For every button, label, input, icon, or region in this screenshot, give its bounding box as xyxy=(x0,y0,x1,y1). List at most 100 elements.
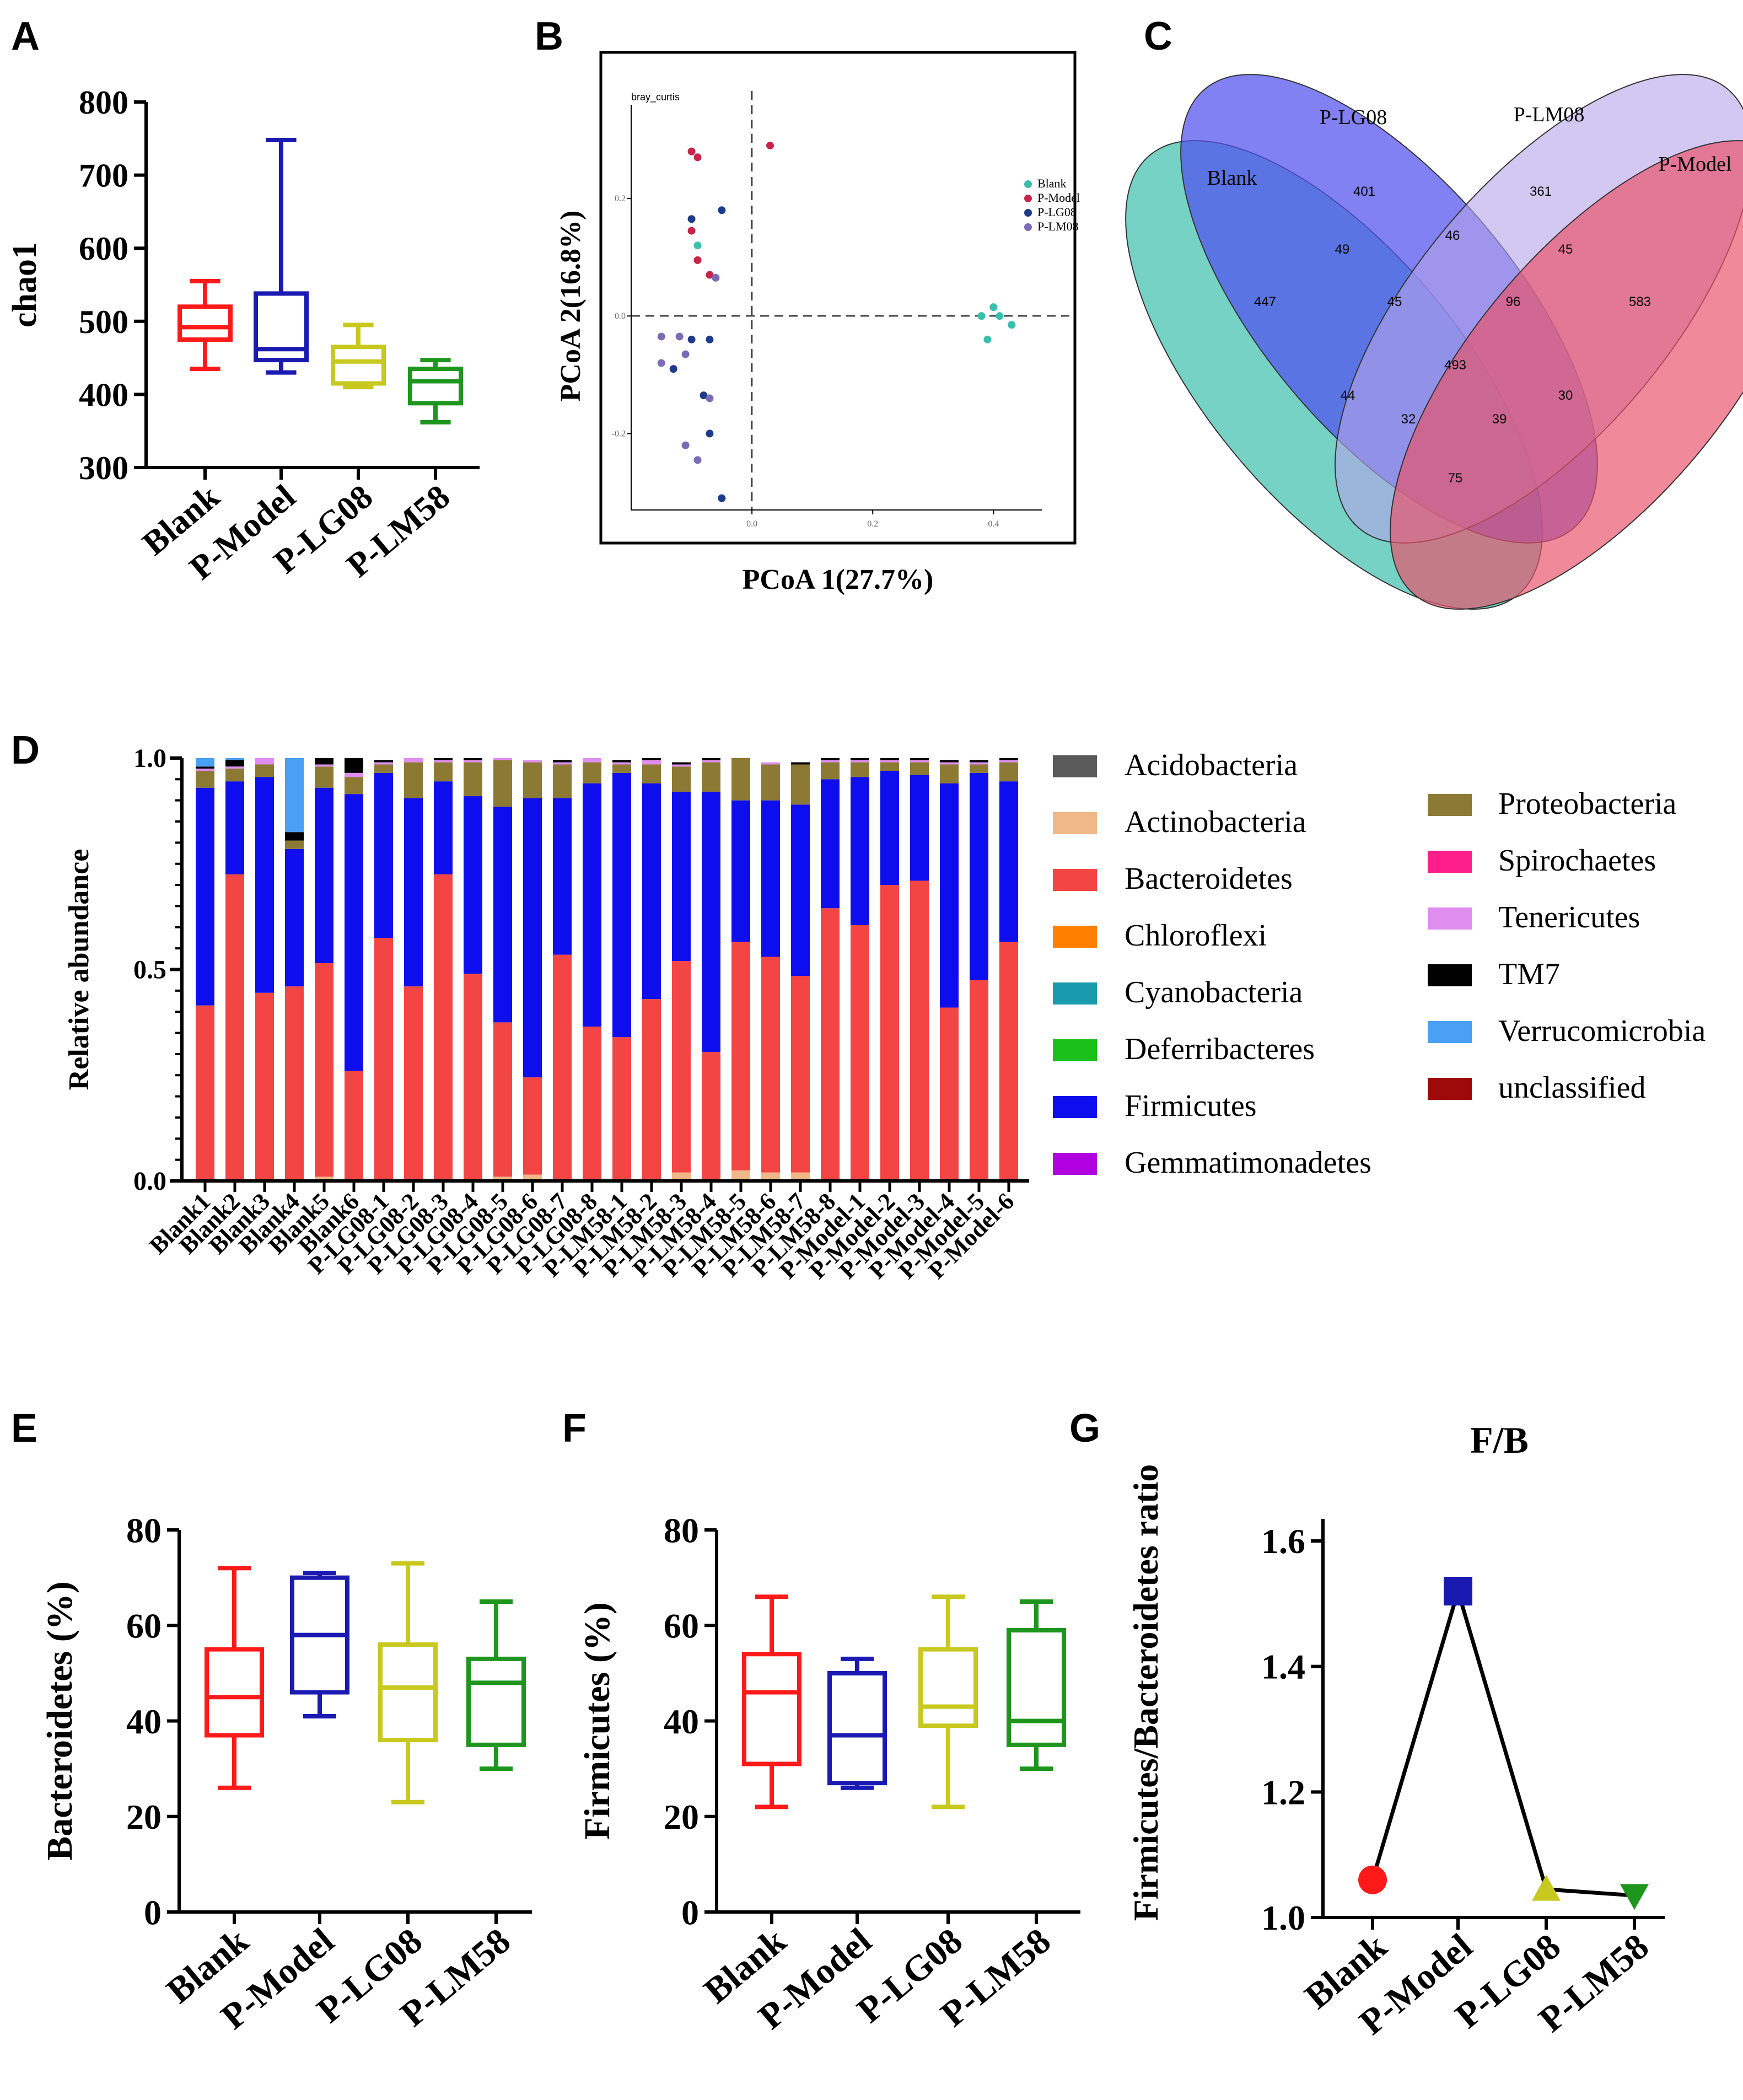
legend-label: P-LM08 xyxy=(1037,219,1079,233)
scatter-point-p-lg08 xyxy=(706,335,714,343)
venn-region-count: 30 xyxy=(1558,388,1573,403)
bar-segment-bacteroidetes xyxy=(702,1052,720,1181)
panel-g-fb-ratio-line: F/B 1.0 1.2 1.4 1.6 Firmicutes/Bacteroidetes … xyxy=(1126,1419,1665,2043)
panel-letter-c: C xyxy=(1144,14,1172,58)
bar-segment-tm7 xyxy=(345,758,363,773)
bar-segment-bacteroidetes xyxy=(374,937,393,1181)
legend-swatch xyxy=(1053,1039,1097,1061)
bar-segment-bacteroidetes xyxy=(196,1005,214,1181)
legend-swatch xyxy=(1053,1096,1097,1118)
y-tick-label: 400 xyxy=(79,377,128,413)
panel-a-chao1-boxplot: 300400500600700800chao1BlankP-ModelP-LG0… xyxy=(6,84,480,587)
y-tick-label: 300 xyxy=(79,450,128,486)
scatter-point-blank xyxy=(983,335,992,343)
legend-label: Actinobacteria xyxy=(1125,805,1306,839)
bar-segment-firmicutes xyxy=(285,848,304,987)
bar-segment-proteobacteria xyxy=(583,762,601,784)
legend-label: Bacteroidetes xyxy=(1125,862,1293,896)
bar-segment-firmicutes xyxy=(702,792,720,1052)
bar-segment-bacteroidetes xyxy=(523,1077,542,1175)
iqr-box xyxy=(177,304,233,342)
marker-triangle-p-lm58 xyxy=(1620,1884,1649,1910)
bar-segment-firmicutes xyxy=(374,772,393,938)
bar-segment-firmicutes xyxy=(970,772,988,980)
scatter-point-p-lg08 xyxy=(718,206,726,214)
bar-segment-tm7 xyxy=(702,758,720,760)
y-tick-label: 500 xyxy=(79,304,128,340)
legend-label: Acidobacteria xyxy=(1125,748,1298,782)
bar-segment-proteobacteria xyxy=(255,764,274,777)
venn-region-count: 39 xyxy=(1492,412,1507,427)
series-line xyxy=(1370,1584,1635,1898)
bar-segment-firmicutes xyxy=(315,787,333,963)
scatter-point-p-model xyxy=(693,256,702,264)
y-tick-label: 700 xyxy=(79,158,128,194)
bar-segment-tm7 xyxy=(821,758,840,760)
bar-segment-proteobacteria xyxy=(880,762,899,771)
y-tick-label: 1.0 xyxy=(133,744,166,773)
iqr-box xyxy=(331,345,386,386)
scatter-point-p-lm08 xyxy=(712,273,720,282)
bar-segment-proteobacteria xyxy=(612,764,631,773)
bar-segment-firmicutes xyxy=(225,781,244,874)
bar-segment-tenericutes xyxy=(999,760,1018,762)
y-tick-label: -0.2 xyxy=(612,429,626,438)
bar-segment-actinobacteria xyxy=(523,1174,542,1181)
bar-segment-firmicutes xyxy=(821,779,840,909)
y-tick-label: 0 xyxy=(681,1893,699,1932)
legend-label: Chloroflexi xyxy=(1125,919,1267,953)
bar-segment-tenericutes xyxy=(493,758,512,760)
scatter-point-p-model xyxy=(687,147,696,155)
bar-segment-firmicutes xyxy=(196,787,214,1006)
legend-swatch xyxy=(1428,1021,1472,1043)
venn-set-label: P-Model xyxy=(1659,153,1732,176)
bar-segment-tenericutes xyxy=(851,760,869,762)
bar-segment-tenericutes xyxy=(434,760,453,762)
bar-segment-proteobacteria xyxy=(851,762,869,777)
bar-segment-tenericutes xyxy=(523,760,542,762)
bar-segment-firmicutes xyxy=(583,783,601,1027)
bar-segment-firmicutes xyxy=(612,772,631,1038)
panel-letter-e: E xyxy=(11,1406,37,1451)
venn-region-count: 96 xyxy=(1506,294,1521,309)
bar-segment-proteobacteria xyxy=(345,777,363,794)
y-tick-label: 1.4 xyxy=(1261,1647,1305,1687)
legend-swatch xyxy=(1053,812,1097,834)
bar-segment-firmicutes xyxy=(553,798,572,955)
box-p-lg08 xyxy=(918,1594,978,1809)
legend-label: TM7 xyxy=(1498,957,1560,991)
y-tick-label: 0.2 xyxy=(615,194,626,203)
bar-segment-proteobacteria xyxy=(493,760,512,807)
bar-segment-bacteroidetes xyxy=(761,957,780,1173)
panel-letter-a: A xyxy=(11,14,40,58)
bar-segment-tenericutes xyxy=(672,764,691,767)
box-p-lg08 xyxy=(378,1561,438,1804)
legend-label: Cyanobacteria xyxy=(1125,975,1303,1009)
bar-segment-proteobacteria xyxy=(791,764,810,805)
bar-segment-tenericutes xyxy=(642,760,661,765)
bar-segment-bacteroidetes xyxy=(672,961,691,1173)
bar-segment-tenericutes xyxy=(345,772,363,777)
y-tick-label: 40 xyxy=(126,1702,162,1741)
bar-segment-proteobacteria xyxy=(940,764,959,784)
y-tick-label: 80 xyxy=(664,1511,699,1550)
bar-segment-tm7 xyxy=(910,758,929,760)
bar-segment-tm7 xyxy=(285,832,304,841)
bar-segment-firmicutes xyxy=(523,798,542,1078)
venn-set-label: P-LM08 xyxy=(1514,103,1585,126)
scatter-point-blank xyxy=(693,241,702,250)
bar-segment-proteobacteria xyxy=(434,762,453,782)
bar-segment-bacteroidetes xyxy=(910,880,929,1181)
bar-segment-bacteroidetes xyxy=(553,954,572,1181)
legend-swatch xyxy=(1053,755,1097,777)
scatter-point-p-lm08 xyxy=(657,359,665,367)
bar-segment-bacteroidetes xyxy=(731,942,750,1170)
bar-segment-bacteroidetes xyxy=(434,874,453,1181)
bar-segment-firmicutes xyxy=(791,804,810,976)
scatter-point-p-model xyxy=(706,271,714,279)
bar-segment-bacteroidetes xyxy=(642,999,661,1179)
plot-frame xyxy=(599,51,1077,545)
scatter-point-p-model xyxy=(693,153,702,162)
venn-set-label: P-LG08 xyxy=(1320,106,1387,129)
